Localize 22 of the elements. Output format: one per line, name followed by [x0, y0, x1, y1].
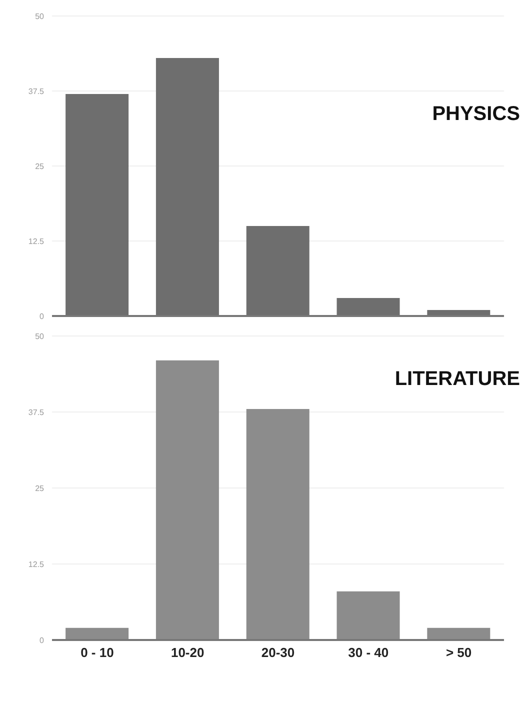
- x-tick-label: > 50: [446, 645, 472, 660]
- x-tick-label: 30 - 40: [348, 645, 389, 660]
- x-tick-label: 10-20: [170, 645, 204, 660]
- text: LITERATURE: [394, 368, 520, 391]
- text: PHYSICS: [432, 103, 520, 126]
- y-tick-label: 12.5: [28, 236, 45, 246]
- y-tick-label: 25: [35, 162, 45, 171]
- x-tick-label: 20-30: [261, 645, 295, 660]
- y-tick-label: 25: [35, 484, 45, 493]
- bar: [336, 591, 400, 640]
- bar: [156, 360, 219, 640]
- y-tick-label: 50: [35, 12, 45, 21]
- y-tick-label: 50: [35, 332, 45, 341]
- bar: [427, 628, 490, 640]
- y-tick-label: 37.5: [28, 86, 45, 96]
- bar: [246, 408, 310, 640]
- y-tick-label: 0: [40, 636, 45, 645]
- x-tick-label: 0 - 10: [80, 645, 114, 660]
- y-tick-label: 12.5: [28, 560, 45, 569]
- bar: [66, 628, 129, 640]
- y-tick-label: 0: [40, 312, 45, 321]
- y-tick-label: 37.5: [28, 408, 45, 417]
